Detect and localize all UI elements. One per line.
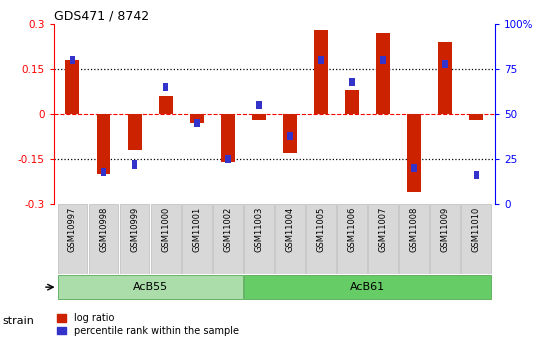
Text: strain: strain bbox=[3, 316, 34, 326]
Text: GSM11007: GSM11007 bbox=[379, 206, 387, 252]
Bar bbox=[275, 204, 305, 274]
Bar bbox=[473, 171, 479, 179]
Bar bbox=[194, 119, 200, 127]
Bar bbox=[349, 78, 355, 86]
Bar bbox=[119, 204, 150, 274]
Text: GSM11003: GSM11003 bbox=[254, 206, 263, 252]
Bar bbox=[58, 275, 243, 299]
Bar bbox=[128, 114, 141, 150]
Bar bbox=[368, 204, 398, 274]
Bar bbox=[306, 204, 336, 274]
Bar bbox=[345, 90, 359, 114]
Bar bbox=[66, 60, 80, 114]
Text: GSM11010: GSM11010 bbox=[472, 206, 481, 252]
Bar bbox=[430, 204, 460, 274]
Bar bbox=[225, 155, 231, 163]
Text: GSM11005: GSM11005 bbox=[316, 206, 325, 252]
Bar bbox=[213, 204, 243, 274]
Bar bbox=[380, 56, 386, 64]
Bar bbox=[69, 56, 75, 64]
Bar bbox=[244, 204, 274, 274]
Bar bbox=[182, 204, 211, 274]
Bar bbox=[159, 96, 173, 114]
Bar bbox=[221, 114, 235, 162]
Bar bbox=[337, 204, 367, 274]
Bar bbox=[376, 33, 390, 114]
Bar bbox=[96, 114, 110, 174]
Bar bbox=[314, 30, 328, 114]
Bar bbox=[283, 114, 297, 153]
Bar bbox=[101, 168, 107, 176]
Bar bbox=[163, 83, 168, 91]
Bar bbox=[89, 204, 118, 274]
Text: AcB55: AcB55 bbox=[132, 282, 168, 292]
Bar bbox=[287, 132, 293, 140]
Bar bbox=[318, 56, 324, 64]
Legend: log ratio, percentile rank within the sample: log ratio, percentile rank within the sa… bbox=[53, 309, 243, 340]
Text: AcB61: AcB61 bbox=[350, 282, 385, 292]
Bar bbox=[244, 275, 491, 299]
Text: GDS471 / 8742: GDS471 / 8742 bbox=[54, 10, 149, 23]
Bar bbox=[399, 204, 429, 274]
Bar bbox=[469, 114, 483, 120]
Text: GSM11006: GSM11006 bbox=[348, 206, 357, 252]
Bar bbox=[256, 101, 261, 109]
Text: GSM11002: GSM11002 bbox=[223, 206, 232, 252]
Text: GSM11004: GSM11004 bbox=[286, 206, 294, 252]
Bar bbox=[412, 164, 417, 172]
Bar bbox=[438, 42, 452, 114]
Bar bbox=[442, 60, 448, 68]
Text: GSM11001: GSM11001 bbox=[192, 206, 201, 252]
Bar bbox=[132, 160, 137, 169]
Text: GSM10999: GSM10999 bbox=[130, 206, 139, 252]
Text: GSM11000: GSM11000 bbox=[161, 206, 170, 252]
Text: GSM10997: GSM10997 bbox=[68, 206, 77, 252]
Text: GSM10998: GSM10998 bbox=[99, 206, 108, 252]
Text: GSM11009: GSM11009 bbox=[441, 206, 450, 252]
Bar bbox=[190, 114, 204, 123]
Bar bbox=[151, 204, 181, 274]
Text: GSM11008: GSM11008 bbox=[409, 206, 419, 252]
Bar bbox=[462, 204, 491, 274]
Bar bbox=[58, 204, 87, 274]
Bar bbox=[407, 114, 421, 192]
Bar bbox=[252, 114, 266, 120]
